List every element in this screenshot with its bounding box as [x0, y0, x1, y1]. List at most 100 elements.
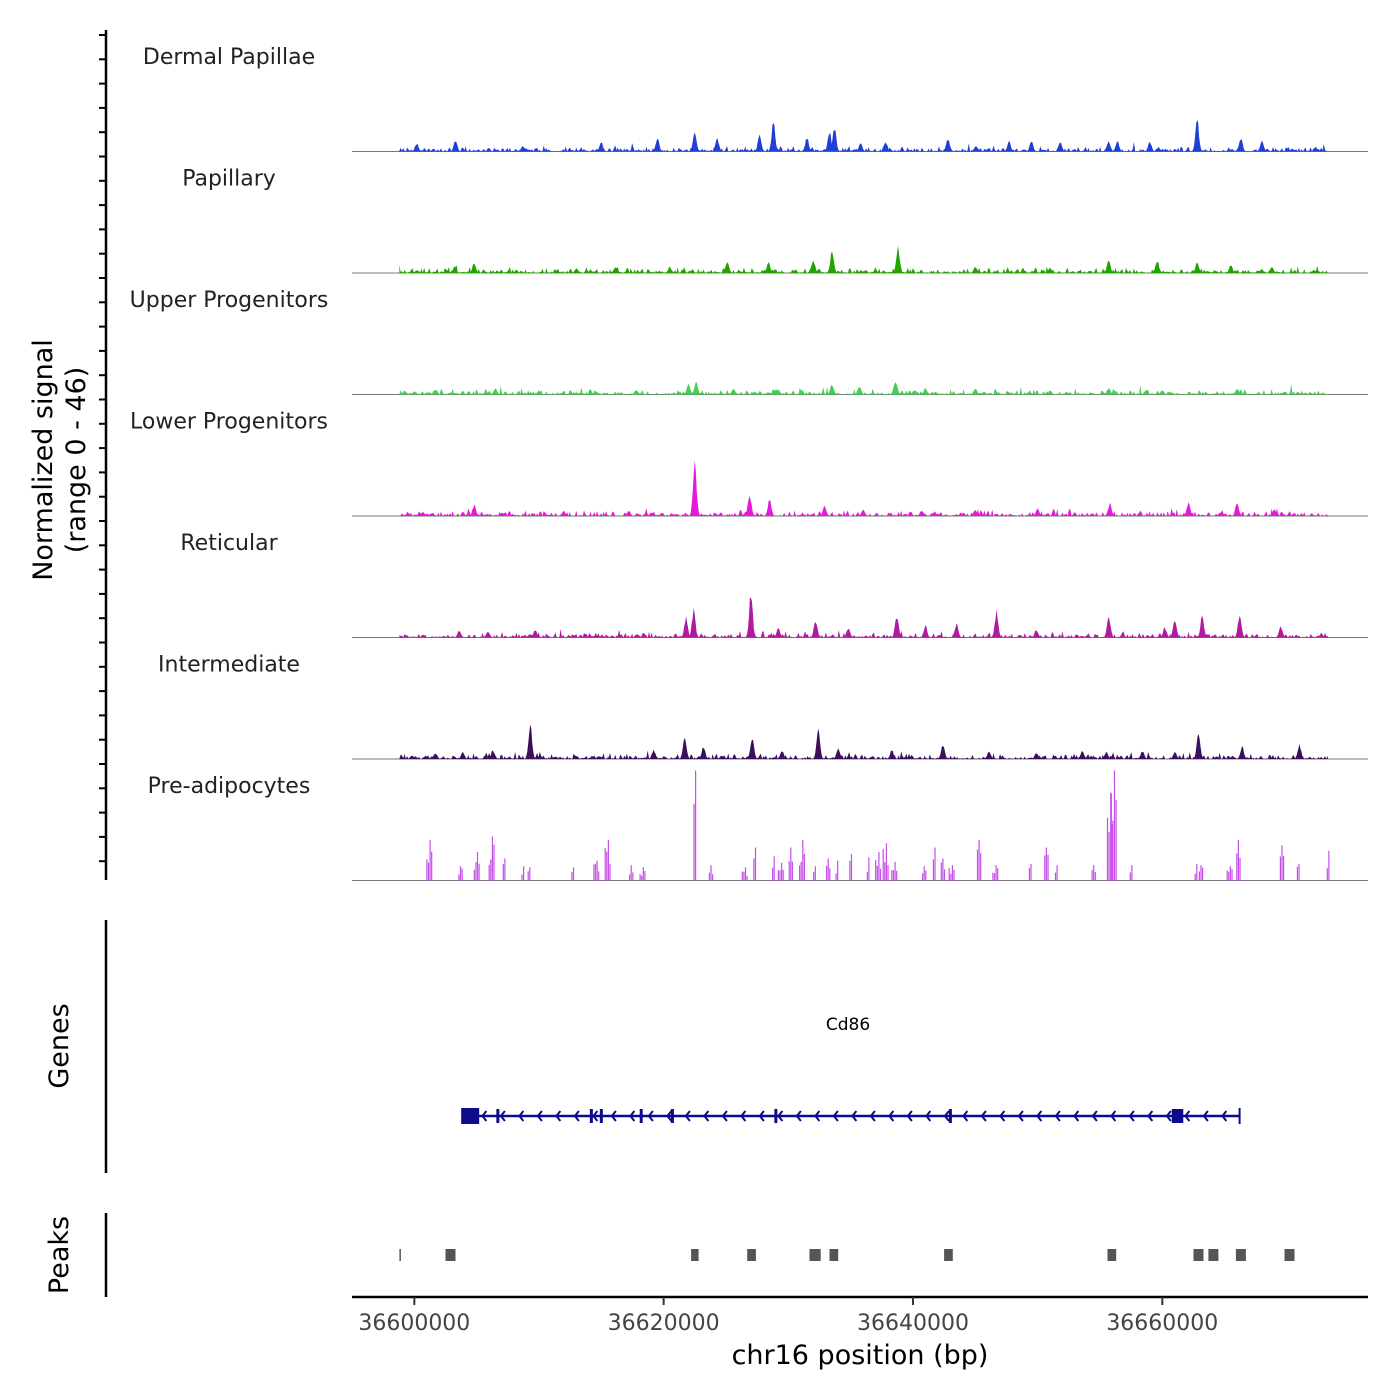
signal-peak [812, 728, 825, 759]
signal-y-label-line2: (range 0 - 46) [61, 367, 92, 554]
track-papillary: Papillary [182, 166, 1368, 274]
signal-peak [969, 267, 982, 273]
signal-peak [1102, 260, 1115, 273]
strand-arrow [610, 1110, 617, 1122]
signal-peak [489, 388, 502, 395]
signal-peak [1003, 140, 1015, 152]
peak-region [944, 1249, 953, 1261]
x-tick-label: 36660000 [1106, 1311, 1218, 1336]
gene-exon [639, 1109, 643, 1123]
strand-arrow [962, 1110, 969, 1122]
signal-peak [1151, 262, 1164, 273]
signal-peak [687, 607, 700, 638]
strand-arrow [703, 1110, 710, 1122]
track-lower-progenitors: Lower Progenitors [130, 409, 1368, 517]
signal-peak [950, 623, 963, 638]
strand-arrow [1036, 1110, 1043, 1122]
peak-region [399, 1249, 401, 1261]
strand-arrow [1054, 1110, 1061, 1122]
strand-arrow [869, 1110, 876, 1122]
signal-peak [663, 266, 676, 273]
signal-peak [743, 496, 756, 516]
signal-peak [885, 750, 898, 759]
peaks-track [399, 1249, 1295, 1261]
signal-peak [1191, 262, 1204, 273]
signal-peak [1103, 502, 1116, 516]
signal-peak [1158, 627, 1171, 638]
signal-peak [680, 616, 693, 638]
signal-peak [879, 142, 892, 152]
signal-peak [1233, 616, 1246, 638]
signal-peak [711, 138, 724, 152]
strand-arrow [999, 1110, 1006, 1122]
gene-exon [599, 1109, 603, 1123]
strand-arrow [740, 1110, 747, 1122]
peaks-y-label: Peaks [44, 1216, 75, 1294]
peak-region [747, 1249, 756, 1261]
signal-peak [688, 132, 701, 152]
gene-exon [589, 1109, 593, 1123]
signal-peak [919, 625, 932, 638]
signal-peak [651, 138, 664, 152]
signal-peak [1236, 746, 1249, 759]
signal-peak [468, 263, 481, 273]
track-label: Papillary [182, 166, 276, 191]
x-tick-label: 36600000 [358, 1311, 470, 1336]
gene-exon [948, 1109, 952, 1123]
track-label: Dermal Papillae [143, 45, 315, 70]
signal-peak [429, 753, 442, 759]
signal-peak [1231, 389, 1244, 395]
signal-peak [468, 504, 481, 516]
signal-noise-area [399, 141, 1329, 152]
strand-arrow [647, 1110, 654, 1122]
signal-peak [1196, 615, 1209, 638]
strand-arrow [1184, 1110, 1191, 1122]
signal-peak [818, 505, 831, 516]
signal-noise-area [399, 629, 1329, 638]
x-tick-label: 36640000 [857, 1311, 969, 1336]
peak-region [1235, 1249, 1246, 1261]
signal-peak [417, 511, 430, 516]
signal-peak [456, 752, 469, 759]
signal-peak [892, 245, 904, 273]
signal-peak [410, 144, 423, 152]
signal-peak [1231, 503, 1244, 516]
signal-peak [809, 622, 822, 638]
signal-peak [915, 510, 928, 516]
strand-arrow [795, 1110, 802, 1122]
signal-peak [1191, 120, 1204, 152]
signal-peak [990, 609, 1003, 638]
gene-exon [473, 1109, 477, 1123]
signal-peak [1054, 142, 1067, 152]
signal-peak [1136, 751, 1149, 759]
peak-region [1193, 1249, 1204, 1261]
signal-y-axis [99, 30, 108, 880]
track-intermediate: Intermediate [158, 652, 1368, 760]
signal-peak [486, 750, 499, 759]
signal-peak [408, 391, 421, 395]
peak-region [1107, 1249, 1117, 1261]
signal-peak [826, 251, 838, 273]
signal-peak [746, 739, 759, 759]
strand-arrow [832, 1110, 839, 1122]
strand-arrow [758, 1110, 765, 1122]
signal-peak [854, 143, 867, 152]
signal-peak [744, 597, 757, 638]
gene-exon [1174, 1109, 1184, 1123]
signal-peak [1274, 626, 1287, 638]
signal-peak [762, 262, 775, 273]
strand-arrow [925, 1110, 932, 1122]
track-upper-progenitors: Upper Progenitors [130, 288, 1368, 395]
peak-region [809, 1249, 821, 1261]
track-dermal-papillae: Dermal Papillae [143, 45, 1368, 152]
track-label: Upper Progenitors [130, 288, 329, 313]
strand-arrow [943, 1110, 950, 1122]
strand-arrow [1202, 1110, 1209, 1122]
track-pre-adipocytes: Pre-adipocytes [148, 770, 1368, 881]
signal-peak [688, 460, 701, 516]
signal-peak [983, 751, 995, 759]
strand-arrow [1128, 1110, 1135, 1122]
signal-peak [449, 141, 462, 152]
strand-arrow [777, 1110, 784, 1122]
gene-exon [774, 1109, 778, 1123]
